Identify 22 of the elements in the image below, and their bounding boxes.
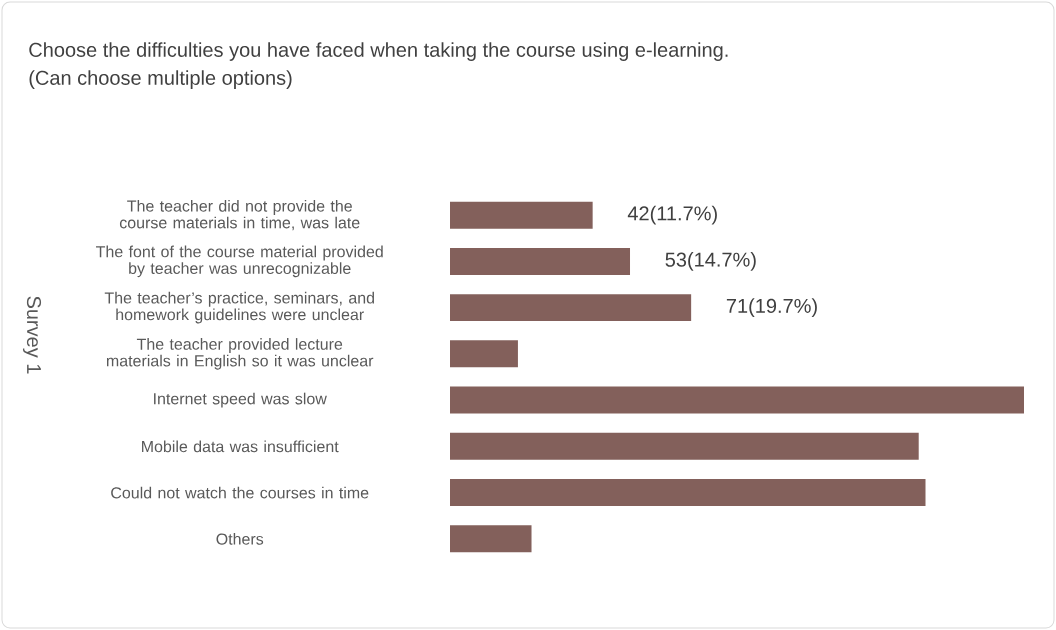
bar	[450, 386, 1024, 414]
y-tick-label: Others	[216, 533, 264, 545]
bar	[450, 479, 926, 507]
bar	[450, 247, 631, 275]
bar	[450, 294, 692, 322]
y-tick-label: The teacher did not provide the course materials in time, was late	[119, 199, 360, 231]
data-label: 71(19.7%)	[726, 298, 817, 317]
y-tick-label: Internet speed was slow	[154, 392, 327, 408]
bar	[450, 201, 593, 229]
y-axis-title: Survey 1	[22, 296, 42, 374]
data-label: 53(14.7%)	[665, 252, 756, 271]
text: (Can choose multiple options)	[29, 70, 292, 89]
y-tick-label: Could not watch the courses in time	[111, 486, 369, 499]
data-label: 42(11.7%)	[627, 205, 717, 225]
y-tick-label: The teacher provided lecture materials in English so it was unclear	[106, 338, 374, 370]
bar	[450, 525, 532, 553]
bar	[450, 340, 518, 368]
chart-title: Choose the difficulties you have faced when taking the course using e-learning.	[29, 42, 728, 61]
y-tick-label: The teacher’s practice, seminars, and homework guidelines were unclear	[104, 291, 374, 324]
y-tick-label: The font of the course material provided by teacher was unrecognizable	[96, 245, 383, 278]
bar	[450, 432, 919, 460]
y-tick-label: Mobile data was insufficient	[142, 440, 339, 453]
